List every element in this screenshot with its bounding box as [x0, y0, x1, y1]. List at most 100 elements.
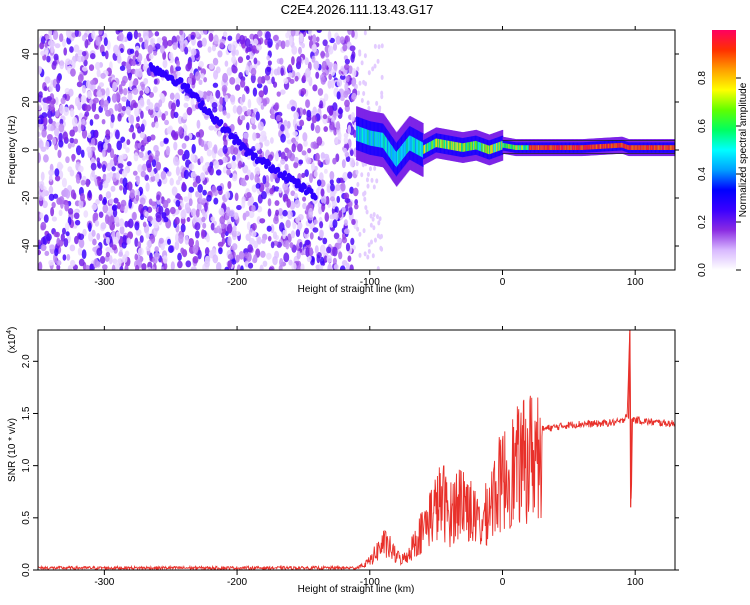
colorbar-tick-label: 0.0	[697, 263, 708, 277]
spectrogram-cell	[449, 140, 451, 150]
spectrogram-cell	[134, 237, 139, 247]
spectrogram-cell	[282, 229, 287, 240]
spectrogram-cell	[349, 149, 354, 157]
spectrogram-cell	[282, 120, 289, 127]
spectrogram-cell	[345, 75, 350, 83]
spectrogram-cell	[490, 145, 493, 154]
spectrogram-cell	[599, 144, 602, 149]
spectrogram-cell	[284, 163, 289, 171]
spectrogram-cell	[559, 145, 561, 150]
spectrogram-cell	[342, 44, 348, 52]
spectrogram-cell	[372, 212, 376, 218]
spectrogram-cell	[206, 194, 212, 202]
spectrogram-cell	[48, 185, 54, 195]
spectrogram-cell	[92, 212, 99, 222]
spectrogram-cell	[320, 188, 325, 197]
spectrogram-cell	[82, 228, 87, 237]
spectrogram-cell	[250, 73, 256, 84]
spectrogram-cell	[204, 260, 210, 268]
spectrogram-cell	[80, 193, 85, 202]
spectrogram-cell	[65, 58, 71, 66]
spectrogram-cell	[222, 145, 228, 154]
spectrogram-cell	[669, 145, 671, 150]
spectrogram-cell	[257, 76, 263, 85]
spectrogram-cell	[500, 141, 502, 151]
spectrogram-cell	[366, 172, 370, 178]
spectrogram-cell	[144, 39, 149, 50]
spectrogram-cell	[51, 216, 58, 222]
spectrogram-cell	[42, 103, 49, 112]
spectrogram-cell	[641, 145, 644, 150]
spectrogram-cell	[56, 161, 63, 172]
spectrogram-cell	[609, 143, 611, 149]
spectrogram-cell	[74, 30, 79, 38]
spectrogram-cell	[259, 218, 266, 224]
spectrogram-cell	[311, 44, 317, 53]
spectrogram-cell	[190, 34, 195, 40]
spectrogram-cell	[138, 151, 144, 159]
spectrogram-cell	[332, 157, 337, 165]
spectrogram-cell	[222, 31, 228, 38]
spectrogram-cell	[204, 202, 208, 212]
spectrogram-cell	[253, 38, 259, 46]
spectrogram-cell	[213, 144, 218, 154]
spectrogram-cell	[52, 136, 57, 146]
spectrogram-cell	[235, 77, 241, 85]
spectrogram-cell	[85, 178, 90, 188]
spectrogram-cell	[377, 220, 381, 226]
spectrogram-cell	[226, 168, 231, 176]
spectrogram-cell	[572, 145, 575, 150]
spectrogram-cell	[435, 138, 438, 148]
spectrogram-cell	[648, 145, 650, 150]
spectrogram-cell	[115, 49, 121, 57]
spectrogram-cell	[358, 80, 362, 86]
spectrogram-cell	[48, 117, 53, 124]
spectrogram-cell	[153, 50, 158, 56]
spectrogram-cell	[319, 179, 326, 188]
spectrogram-cell	[567, 145, 570, 150]
spectrogram-cell	[44, 42, 48, 48]
spectrogram-cell	[175, 65, 182, 72]
spectrogram-cell	[113, 153, 118, 164]
spectrogram-cell	[190, 152, 195, 162]
spectrogram-cell	[210, 216, 215, 222]
spectrogram-cell	[314, 124, 321, 134]
spectrogram-x-label: Height of straight line (km)	[298, 284, 415, 295]
spectrogram-cell	[571, 145, 574, 150]
spectrogram-cell	[253, 152, 258, 159]
spectrogram-cell	[411, 136, 414, 152]
spectrogram-cell	[483, 143, 485, 153]
spectrogram-cell	[320, 76, 327, 85]
spectrogram-cell	[351, 67, 357, 78]
spectrogram-cell	[523, 145, 525, 150]
spectrogram-cell	[618, 142, 621, 148]
spectrogram-cell	[270, 114, 276, 120]
spectrogram-cell	[81, 51, 87, 57]
spectrogram-cell	[198, 61, 204, 68]
spectrogram-cell	[202, 189, 207, 196]
spectrogram-cell	[180, 209, 187, 220]
spectrogram-cell	[327, 45, 334, 55]
spectrogram-cell	[317, 88, 324, 96]
spectrogram-cell	[422, 142, 424, 158]
spectrogram-cell	[274, 200, 280, 206]
spectrogram-cell	[201, 37, 207, 47]
spectrogram-cell	[311, 115, 317, 124]
spectrogram-cell	[204, 247, 210, 256]
spectrogram-cell	[355, 161, 359, 167]
snr-multiplier: (x104)	[6, 327, 18, 354]
spectrogram-cell	[153, 252, 160, 260]
spectrogram-cell	[419, 140, 421, 156]
spectrogram-cell	[77, 49, 84, 56]
spectrogram-cell	[356, 226, 360, 232]
spectrogram-cell	[210, 222, 215, 231]
spectrogram-cell	[131, 60, 137, 67]
spectrogram-cell	[563, 145, 565, 150]
spectrogram-cell	[286, 103, 292, 110]
spectrogram-cell	[297, 213, 304, 221]
spectrogram-cell	[90, 162, 97, 171]
spectrogram-cell	[546, 145, 548, 150]
spectrogram-cell	[501, 140, 504, 150]
spectrogram-cell	[128, 218, 134, 229]
spectrogram-cell	[256, 44, 262, 51]
